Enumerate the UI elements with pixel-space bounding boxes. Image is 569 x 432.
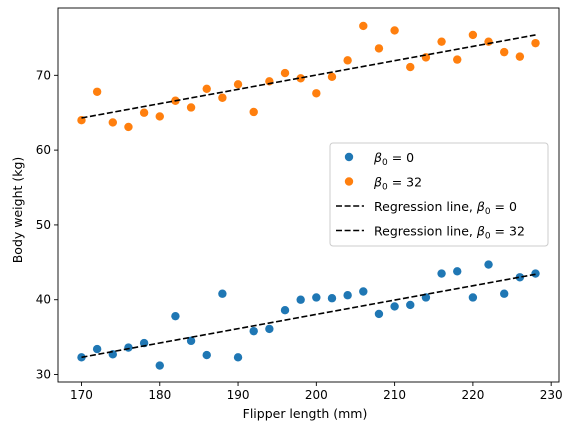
data-point — [359, 287, 368, 296]
data-point — [186, 336, 196, 346]
data-point — [265, 324, 274, 334]
data-point — [296, 295, 305, 304]
plot-area — [77, 21, 540, 370]
data-point — [515, 52, 525, 61]
data-point — [124, 343, 133, 352]
data-point — [484, 260, 493, 269]
data-point — [468, 30, 478, 40]
data-point — [312, 89, 321, 98]
data-point — [500, 289, 509, 298]
data-point — [124, 122, 133, 132]
data-point — [515, 273, 525, 282]
data-point — [92, 87, 102, 96]
data-point — [374, 44, 384, 53]
data-point — [108, 118, 117, 127]
data-point — [468, 293, 478, 302]
data-point — [218, 93, 227, 102]
data-point — [233, 353, 243, 362]
data-point — [531, 269, 540, 278]
data-point — [155, 112, 164, 121]
legend-line-label-0: Regression line, β0 = 0 — [374, 199, 517, 217]
data-point — [249, 107, 258, 117]
data-point — [500, 47, 509, 57]
data-point — [531, 38, 540, 48]
data-point — [218, 289, 227, 298]
axes-frame — [57, 7, 560, 383]
legend-label-0: β0 = 0 — [373, 150, 414, 168]
x-tick-label: 180 — [148, 388, 171, 402]
x-axis-label: Flipper length (mm) — [243, 406, 368, 421]
data-point — [406, 300, 415, 310]
data-point — [171, 311, 180, 321]
data-point — [453, 267, 462, 276]
data-point — [280, 305, 290, 315]
legend-box — [329, 142, 549, 247]
data-point — [186, 103, 196, 112]
data-point — [327, 72, 337, 82]
data-point — [139, 108, 149, 117]
x-tick-label: 220 — [461, 388, 484, 402]
data-point — [202, 84, 211, 93]
legend: β0 = 0 β0 = 32 Regression line, β0 = 0 Regr… — [329, 142, 549, 247]
y-tick-label: 30 — [36, 368, 51, 382]
y-tick-label: 40 — [36, 293, 51, 307]
data-point — [484, 37, 493, 46]
data-point — [359, 21, 368, 31]
data-point — [406, 62, 415, 72]
data-point — [453, 55, 462, 64]
data-point — [296, 74, 305, 83]
data-point — [202, 350, 211, 360]
y-tick-label: 60 — [36, 143, 51, 157]
axes: 170 180 190 200 210 220 230 30 40 50 60 70 — [36, 7, 563, 402]
legend-label-1: β0 = 32 — [373, 175, 422, 193]
data-point — [327, 294, 337, 303]
legend-marker-1 — [344, 177, 354, 186]
x-tick-label: 170 — [70, 388, 93, 402]
x-tick-label: 210 — [383, 388, 406, 402]
y-tick-label: 70 — [36, 68, 51, 82]
y-tick-label: 50 — [36, 218, 51, 232]
legend-line-label-1: Regression line, β0 = 32 — [374, 224, 525, 242]
data-point — [437, 37, 446, 46]
data-point — [280, 68, 290, 78]
data-point — [92, 344, 102, 354]
data-point — [390, 302, 399, 311]
y-axis-label: Body weight (kg) — [10, 157, 25, 264]
x-tick-label: 230 — [540, 388, 563, 402]
x-tick-label: 190 — [227, 388, 250, 402]
data-point — [374, 309, 384, 319]
data-point — [390, 26, 399, 35]
data-point — [343, 291, 352, 300]
data-point — [437, 269, 446, 278]
data-point — [312, 293, 321, 302]
legend-marker-0 — [344, 152, 354, 162]
data-point — [249, 326, 258, 336]
data-point — [343, 56, 352, 65]
data-point — [233, 80, 243, 89]
x-tick-label: 200 — [305, 388, 328, 402]
data-point — [155, 361, 164, 370]
